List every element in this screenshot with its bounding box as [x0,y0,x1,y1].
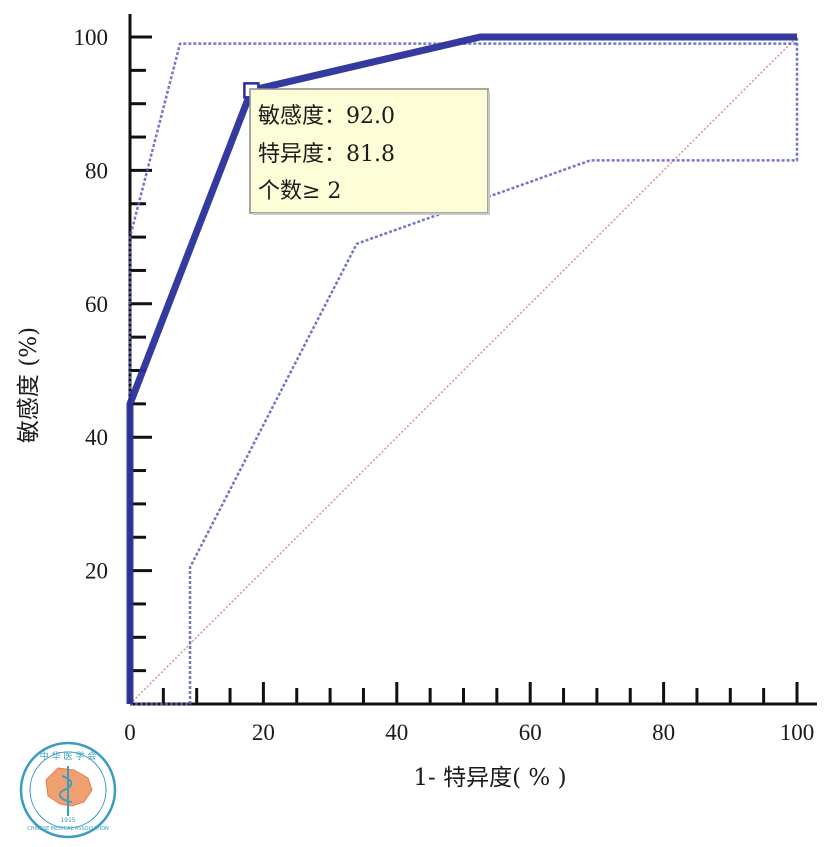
x-tick-label: 0 [124,720,136,745]
y-tick-label: 20 [85,559,108,584]
logo-top-text: 中 华 医 学 会 [40,750,96,762]
x-tick-label: 80 [652,720,675,745]
x-tick-label: 20 [252,720,275,745]
logo-bottom-text: CHINESE MEDICAL ASSOCIATION [27,826,109,832]
y-tick-label: 80 [85,158,108,183]
upper-confidence-bound-line [128,42,797,704]
y-tick-label: 40 [85,425,108,450]
y-axis-title: 敏感度 (%) [16,327,42,443]
annotation-line-2: 特异度：81.8 [258,142,395,167]
x-tick-label: 100 [780,720,815,745]
annotation-line-1: 敏感度：92.0 [258,104,395,129]
lower-confidence-bound-line [130,37,799,706]
x-tick-label: 60 [519,720,542,745]
cma-logo: 中 华 医 学 会 CHINESE MEDICAL ASSOCIATION 19… [19,741,117,839]
annotation-box: 敏感度：92.0 特异度：81.8 个数≥ 2 [249,88,490,215]
logo-year: 1915 [60,817,75,824]
annotation-line-3: 个数≥ 2 [258,179,341,204]
reference-diagonal-line [129,36,798,705]
y-tick-label: 100 [74,25,109,50]
x-axis-title: 1- 特异度( % ) [413,765,566,791]
y-tick-label: 60 [85,292,108,317]
x-tick-label: 40 [385,720,408,745]
